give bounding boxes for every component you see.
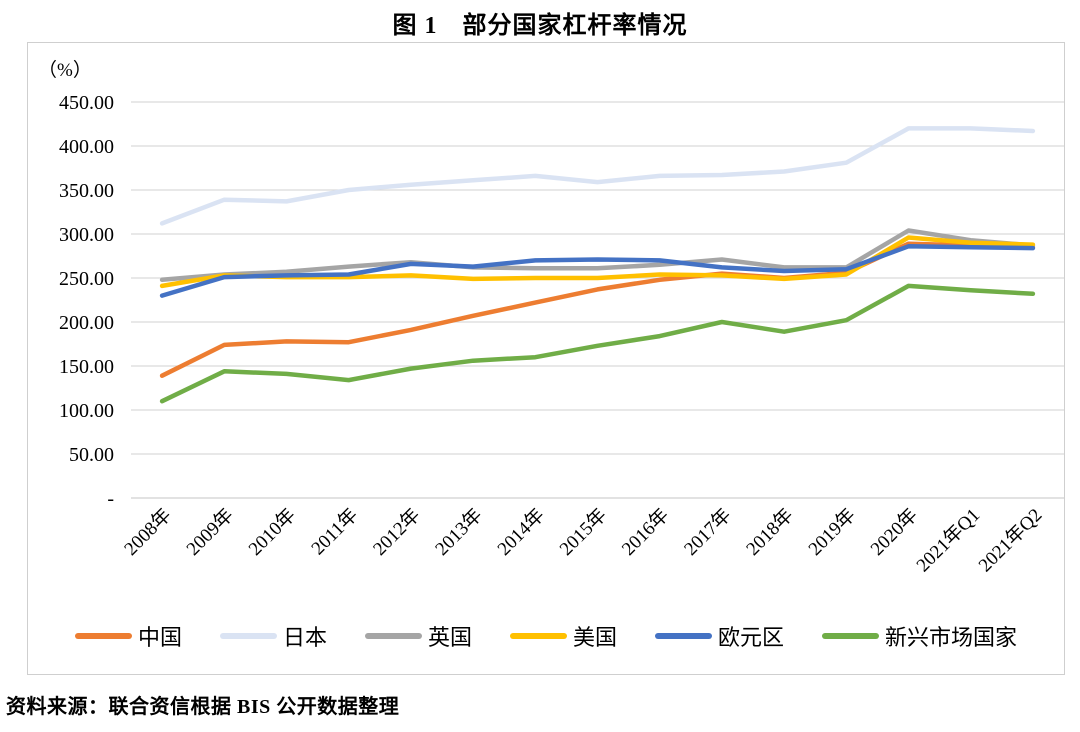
series-line-英国 [159, 228, 1036, 283]
legend-item: 中国 [74, 620, 182, 652]
x-axis-tick-label: 2018年 [742, 504, 798, 560]
x-axis-tick-label: 2012年 [369, 504, 425, 560]
legend-line-swatch [510, 633, 567, 639]
legend-label: 日本 [282, 625, 327, 650]
y-axis-tick-label: 200.00 [59, 312, 114, 334]
y-axis-tick-label: - [107, 488, 114, 510]
y-axis-tick-label: 150.00 [59, 356, 114, 378]
source-note: 资料来源：联合资信根据 BIS 公开数据整理 [6, 696, 400, 718]
legend-line-swatch [364, 633, 422, 639]
y-axis-tick-label: 400.00 [59, 136, 114, 158]
legend-label: 英国 [427, 625, 472, 650]
y-axis-unit-label: （%） [38, 60, 92, 81]
y-axis-tick-label: 450.00 [59, 92, 114, 114]
y-axis-tick-label: 50.00 [69, 444, 114, 466]
chart-frame: （%） - 50.00 100.00 150.00 200.00 250.00 300.00… [27, 42, 1065, 675]
legend-label: 中国 [137, 625, 182, 650]
legend-label: 新兴市场国家 [885, 625, 1018, 650]
y-axis-tick-label: 100.00 [59, 400, 114, 422]
x-axis-tick-label: 2008年 [120, 504, 176, 560]
y-axis-tick-label: 300.00 [59, 224, 114, 246]
x-axis-tick-label: 2021年Q2 [974, 504, 1046, 576]
x-axis-tick-label: 2009年 [182, 504, 238, 560]
legend-line-swatch [822, 633, 880, 639]
legend-line-swatch [74, 633, 132, 639]
series-line-日本 [159, 126, 1036, 226]
x-axis-tick-label: 2020年 [866, 504, 922, 560]
chart-legend: 中国 日本 英国 美国 欧元区 新兴市场国家 [28, 620, 1064, 652]
series-line-中国 [159, 241, 1036, 378]
x-axis-tick-label: 2019年 [804, 504, 860, 560]
series-line-欧元区 [159, 244, 1036, 298]
x-axis-tick-label: 2016年 [617, 504, 673, 560]
legend-line-swatch [219, 633, 277, 639]
legend-item: 欧元区 [655, 620, 784, 652]
chart-title: 图 1 部分国家杠杆率情况 [392, 13, 688, 39]
x-axis-tick-label: 2014年 [493, 504, 549, 560]
x-axis-tick-label: 2013年 [431, 504, 487, 560]
x-axis-tick-label: 2010年 [244, 504, 300, 560]
y-axis-tick-label: 250.00 [59, 268, 114, 290]
legend-item: 日本 [219, 620, 327, 652]
legend-item: 英国 [364, 620, 472, 652]
y-axis-tick-label: 350.00 [59, 180, 114, 202]
legend-label: 美国 [573, 625, 618, 650]
series-line-新兴市场国家 [159, 283, 1036, 404]
legend-line-swatch [655, 633, 713, 639]
x-axis-tick-label: 2015年 [555, 504, 611, 560]
legend-label: 欧元区 [718, 625, 785, 650]
legend-item: 新兴市场国家 [822, 620, 1017, 652]
legend-item: 美国 [510, 620, 617, 652]
x-axis-tick-label: 2021年Q1 [912, 504, 984, 576]
x-axis-tick-label: 2011年 [307, 504, 362, 559]
line-chart-plot: - 50.00 100.00 150.00 200.00 250.00 300.00 350.… [59, 92, 1064, 576]
x-axis-tick-label: 2017年 [680, 504, 736, 560]
